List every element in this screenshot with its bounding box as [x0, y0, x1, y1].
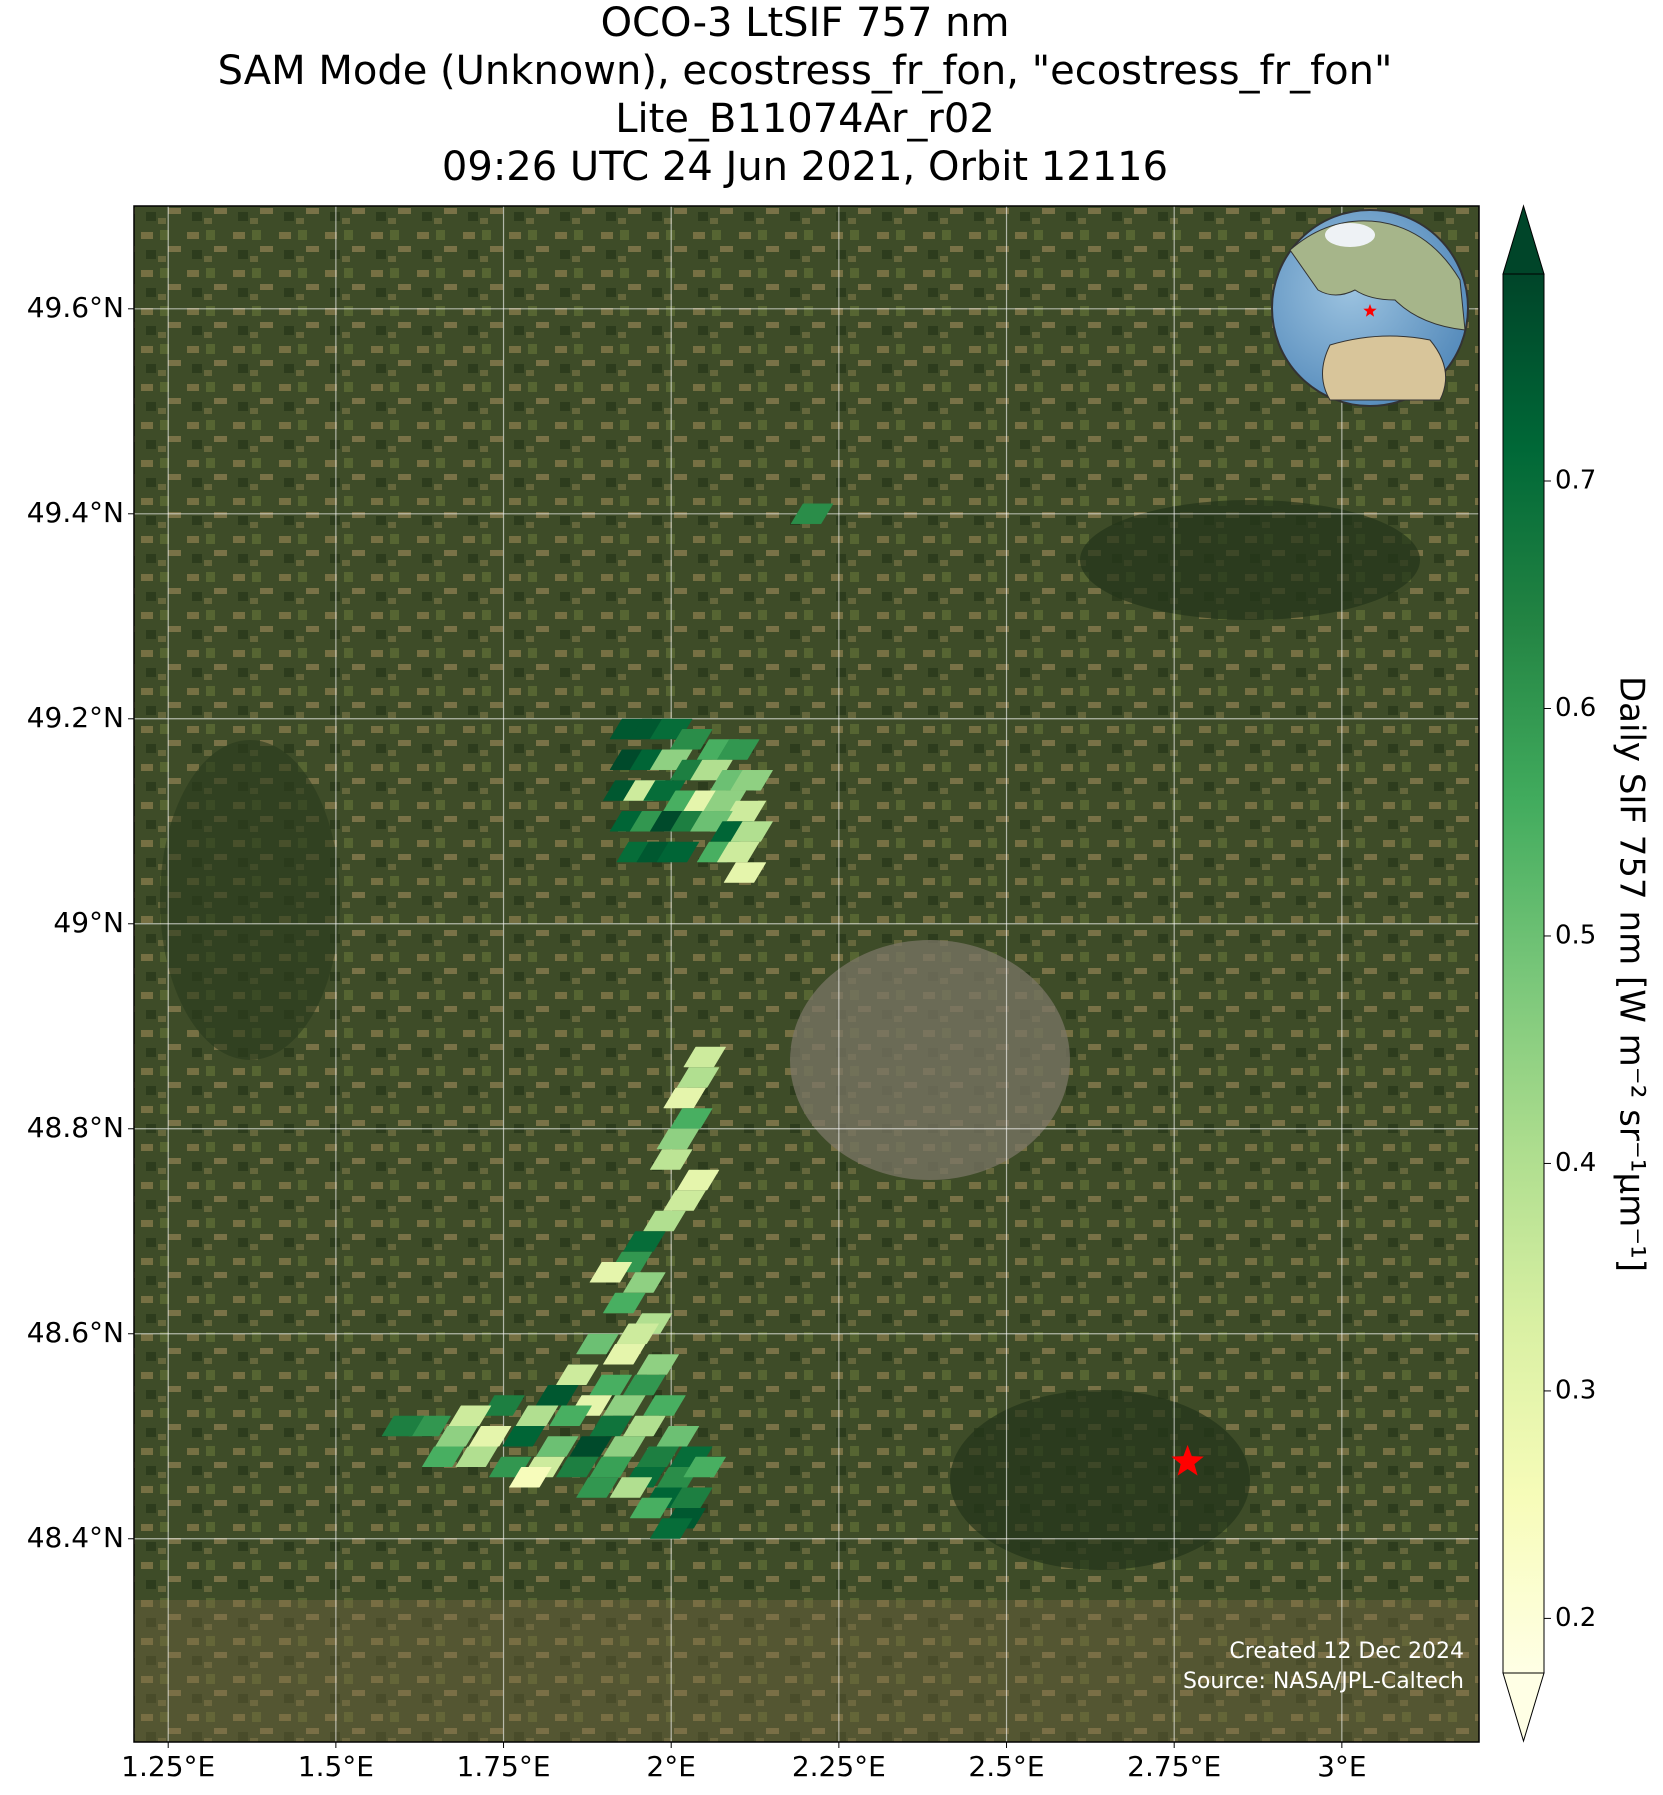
colorbar — [1503, 274, 1544, 1673]
sif-footprint — [622, 1415, 666, 1437]
sif-footprint — [602, 1436, 646, 1457]
sif-footprint — [508, 1467, 552, 1488]
sif-footprint — [629, 1497, 673, 1519]
sif-footprint — [716, 841, 760, 863]
sif-footprint — [649, 1149, 693, 1170]
colorbar-extend-max — [1502, 204, 1545, 275]
colorbar-extend-min — [1502, 1672, 1545, 1743]
sif-footprint — [515, 1405, 559, 1427]
sif-footprint — [676, 1067, 720, 1088]
x-tick-label: 2.75°E — [1127, 1750, 1221, 1783]
sif-footprint — [535, 1385, 579, 1406]
sif-footprint — [683, 1456, 727, 1478]
sif-footprint — [683, 1046, 727, 1068]
sif-footprint — [555, 1364, 599, 1386]
colorbar-label: Daily SIF 757 nm [W m⁻² sr⁻¹μm⁻¹] — [1612, 676, 1652, 1272]
sif-footprint — [790, 503, 834, 525]
sif-footprint — [730, 770, 774, 791]
y-tick-label: 49°N — [53, 906, 124, 939]
sif-footprint — [669, 1108, 713, 1129]
sif-footprint — [716, 739, 760, 760]
y-tick-label: 49.6°N — [27, 291, 124, 324]
x-tick-label: 1.25°E — [121, 1750, 215, 1783]
colorbar-tick-label: 0.7 — [1555, 466, 1596, 496]
sif-footprint — [622, 1374, 666, 1396]
sif-footprint — [636, 1446, 680, 1468]
satellite-background — [134, 206, 1479, 1742]
sif-footprint — [575, 1477, 619, 1498]
sif-footprint — [676, 1169, 720, 1191]
chart-title: Lite_B11074Ar_r02 — [615, 96, 995, 142]
y-tick-label: 49.2°N — [27, 701, 124, 734]
x-tick-label: 3°E — [1317, 1750, 1367, 1783]
sif-footprint — [643, 1395, 686, 1416]
x-tick-label: 1.75°E — [457, 1750, 551, 1783]
sif-footprint — [535, 1436, 579, 1457]
sif-footprint — [723, 862, 767, 883]
sif-footprint — [636, 1354, 680, 1375]
sif-footprint — [435, 1426, 479, 1447]
chart-title: 09:26 UTC 24 Jun 2021, Orbit 12116 — [442, 144, 1168, 190]
annotation: Source: NASA/JPL-Caltech — [1183, 1669, 1464, 1694]
sif-footprint — [622, 1231, 666, 1252]
globe-site-marker — [1363, 304, 1377, 317]
sif-footprint — [730, 821, 774, 842]
sif-footprint — [616, 1323, 660, 1345]
sif-footprint — [421, 1446, 465, 1468]
annotation: Created 12 Dec 2024 — [1229, 1639, 1464, 1664]
sif-footprint — [656, 1426, 700, 1447]
x-tick-label: 1.5°E — [298, 1750, 374, 1783]
sif-footprint — [649, 1518, 693, 1539]
sif-footprint — [602, 1344, 646, 1365]
y-tick-label: 48.8°N — [27, 1111, 124, 1144]
sif-footprint — [643, 1210, 686, 1232]
sif-footprint — [381, 1415, 425, 1437]
colorbar-frame — [1502, 273, 1545, 1674]
y-tick-label: 48.4°N — [27, 1521, 124, 1554]
sif-footprint — [663, 1087, 707, 1109]
sif-footprint — [656, 841, 700, 863]
x-tick-label: 2°E — [646, 1750, 696, 1783]
plot-frame — [133, 205, 1480, 1743]
sif-footprint — [669, 1487, 713, 1509]
sif-footprint — [656, 1128, 700, 1150]
y-tick-label: 48.6°N — [27, 1316, 124, 1349]
sif-footprint — [663, 1190, 707, 1211]
sif-footprint — [575, 1333, 619, 1355]
sif-footprint — [569, 1436, 613, 1457]
plot-layer — [134, 206, 1479, 1742]
sif-footprint — [589, 1456, 633, 1478]
colorbar-tick-label: 0.4 — [1555, 1148, 1596, 1178]
sif-footprint — [669, 729, 713, 750]
sif-footprint — [589, 1415, 633, 1437]
x-tick-label: 2.5°E — [968, 1750, 1044, 1783]
colorbar-tick-label: 0.2 — [1555, 1603, 1596, 1633]
site-marker — [1171, 1444, 1204, 1476]
colorbar-tick-label: 0.5 — [1555, 920, 1596, 950]
sif-footprint — [589, 1262, 633, 1283]
sif-footprint — [622, 1272, 666, 1293]
y-tick-label: 49.4°N — [27, 496, 124, 529]
sif-footprint — [468, 1426, 512, 1447]
x-tick-label: 2.25°E — [792, 1750, 886, 1783]
sif-footprint — [448, 1405, 492, 1427]
sif-footprint — [455, 1446, 499, 1468]
sif-footprint — [549, 1405, 593, 1427]
colorbar-tick-label: 0.6 — [1555, 693, 1596, 723]
sif-footprint — [589, 1374, 633, 1396]
sif-footprint — [602, 1292, 646, 1314]
chart-title: OCO-3 LtSIF 757 nm — [601, 0, 1010, 46]
sif-footprint — [609, 1477, 653, 1498]
sif-footprint — [502, 1426, 546, 1447]
sif-footprint — [602, 1395, 646, 1416]
chart-title: SAM Mode (Unknown), ecostress_fr_fon, "e… — [218, 48, 1393, 94]
sif-footprint — [555, 1456, 599, 1478]
colorbar-tick-label: 0.3 — [1555, 1375, 1596, 1405]
